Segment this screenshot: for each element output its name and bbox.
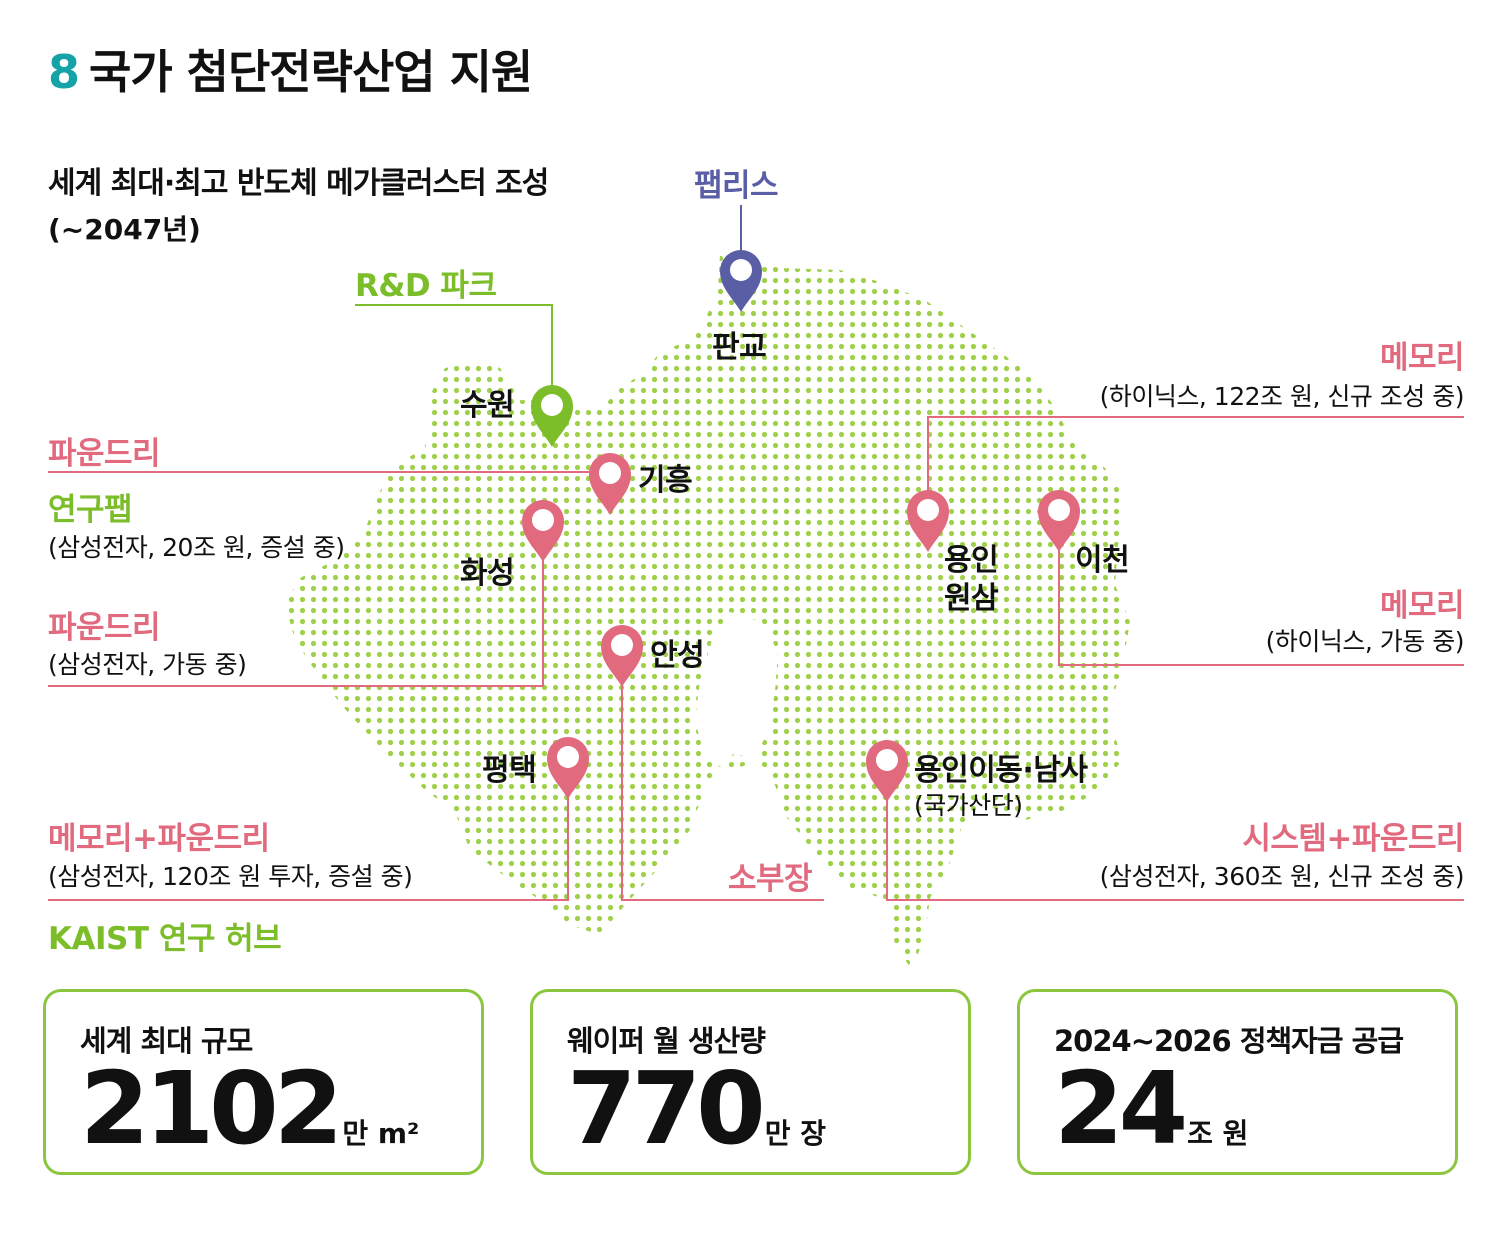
city-giheung: 기흥 [638, 463, 693, 498]
idong-line [886, 780, 1464, 901]
callout-memory-wonsam-detail: (하이닉스, 122조 원, 신규 조성 중) [1099, 382, 1465, 411]
stat-unit: 만 장 [764, 1117, 827, 1150]
city-pangyo: 판교 [712, 330, 767, 365]
stat-value: 24 조 원 [1054, 1054, 1248, 1164]
pyeongtaek-line [48, 780, 569, 901]
city-wonsam: 원삼 [944, 581, 999, 616]
suwon-pin-icon [531, 385, 573, 447]
title-text: 국가 첨단전략산업 지원 [89, 45, 533, 99]
callout-research-fab: 연구팹 [48, 492, 133, 528]
rnd-park-label: R&D 파크 [355, 268, 497, 304]
city-hwaseong: 화성 [460, 556, 515, 591]
stat-card-scale: 세계 최대 규모 2102 만 m² [43, 989, 484, 1175]
stat-label: 세계 최대 규모 [80, 1024, 253, 1058]
stat-card-wafer: 웨이퍼 월 생산량 770 만 장 [530, 989, 971, 1175]
wonsam-pin-icon [907, 490, 949, 552]
callout-sobujang: 소부장 [728, 861, 813, 897]
stat-card-funding: 2024~2026 정책자금 공급 24 조 원 [1017, 989, 1458, 1175]
rnd-park-line [355, 304, 553, 395]
callout-memory-wonsam: 메모리 [1379, 340, 1465, 376]
callout-system-foundry: 시스템+파운드리 [1242, 821, 1464, 857]
idong-pin-icon [866, 740, 908, 802]
callout-memory-foundry: 메모리+파운드리 [48, 821, 270, 857]
callout-foundry-hwaseong-detail: (삼성전자, 가동 중) [48, 650, 247, 679]
city-icheon: 이천 [1075, 543, 1130, 578]
city-suwon: 수원 [460, 388, 515, 423]
stat-value: 770 만 장 [567, 1054, 826, 1164]
callout-system-foundry-detail: (삼성전자, 360조 원, 신규 조성 중) [1099, 862, 1465, 891]
stat-number: 2102 [80, 1050, 343, 1167]
anseong-line [621, 660, 824, 901]
fabless-label: 팹리스 [694, 168, 779, 204]
anseong-pin-icon [601, 625, 643, 687]
city-yongin-idong-sub: (국가산단) [914, 791, 1023, 820]
stat-value: 2102 만 m² [80, 1054, 419, 1164]
pangyo-pin-icon [720, 250, 762, 312]
stat-unit: 조 원 [1187, 1117, 1249, 1150]
city-anseong: 안성 [650, 638, 705, 673]
city-yongin: 용인 [944, 543, 999, 578]
callout-kaist-hub: KAIST 연구 허브 [48, 921, 282, 957]
city-yongin-idong: 용인이동·남사 [914, 753, 1088, 788]
icheon-line [1058, 530, 1464, 666]
stat-label: 2024~2026 정책자금 공급 [1054, 1024, 1404, 1058]
callout-memory-icheon: 메모리 [1379, 588, 1465, 624]
stat-unit: 만 m² [342, 1117, 420, 1150]
subtitle: 세계 최대·최고 반도체 메가클러스터 조성 [48, 166, 549, 201]
callout-foundry-hwaseong: 파운드리 [48, 610, 161, 646]
section-number: 8 [48, 45, 80, 99]
city-pyeongtaek: 평택 [482, 753, 537, 788]
subtitle-period: (~2047년) [48, 213, 201, 246]
giheung-pin-icon [589, 453, 631, 515]
callout-foundry-giheung: 파운드리 [48, 436, 161, 472]
stat-label: 웨이퍼 월 생산량 [567, 1024, 766, 1058]
hwaseong-pin-icon [522, 500, 564, 562]
page-title: 8 국가 첨단전략산업 지원 [48, 36, 533, 102]
callout-memory-foundry-detail: (삼성전자, 120조 원 투자, 증설 중) [48, 862, 413, 891]
stat-number: 24 [1054, 1050, 1188, 1167]
callout-research-fab-detail: (삼성전자, 20조 원, 증설 중) [48, 533, 345, 562]
pyeongtaek-pin-icon [547, 737, 589, 799]
icheon-pin-icon [1038, 490, 1080, 552]
stat-number: 770 [567, 1050, 766, 1167]
dotted-region [285, 255, 1130, 970]
hwaseong-line [48, 540, 544, 687]
callout-memory-icheon-detail: (하이닉스, 가동 중) [1265, 627, 1465, 656]
